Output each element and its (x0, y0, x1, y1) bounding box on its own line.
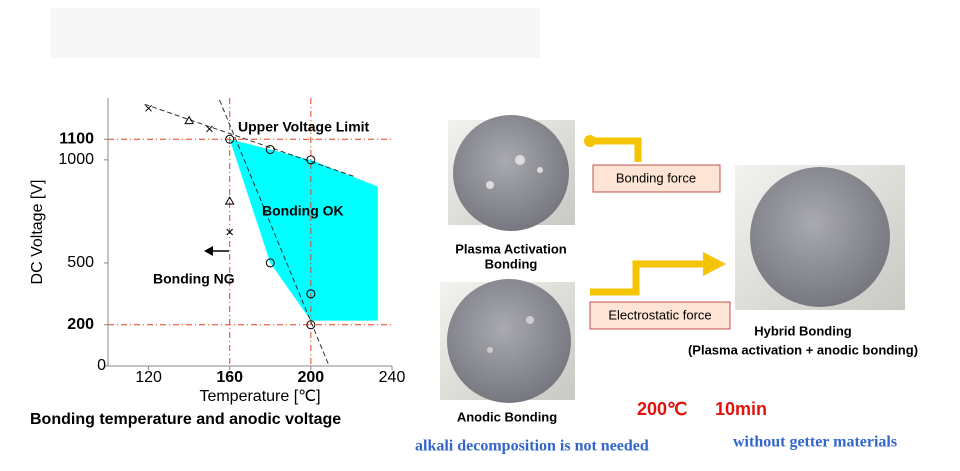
y-tick-label: 0 (97, 357, 106, 374)
point (224, 196, 235, 205)
spot (537, 167, 543, 173)
force-box (589, 301, 731, 330)
note: without getter materials (733, 434, 897, 451)
y-tick-label: 200 (67, 316, 94, 333)
force-label: Bonding force (616, 170, 696, 185)
photo-caption: Hybrid Bonding (754, 323, 852, 338)
point (184, 115, 195, 125)
x-tick-label: 120 (135, 369, 162, 386)
connector (590, 260, 705, 296)
chart-title: Bonding temperature and anodic voltage (30, 411, 341, 428)
spot (486, 181, 494, 189)
condition: 200℃ (637, 399, 687, 419)
point (306, 155, 316, 165)
point (265, 145, 275, 155)
diagram: Bonding force Electrostatic force Plasma… (415, 115, 918, 455)
connector (590, 137, 642, 162)
arrow-head (703, 252, 726, 276)
wafer (750, 167, 890, 307)
condition: 10min (715, 399, 767, 419)
boundary-line (144, 103, 356, 178)
x-axis-label: Temperature [℃] (199, 388, 320, 405)
x-tick-label: 200 (298, 369, 325, 386)
annotation: Bonding NG (153, 271, 235, 287)
point (225, 134, 235, 144)
point (145, 104, 152, 112)
point (206, 125, 213, 133)
point (226, 228, 234, 236)
spot (526, 316, 534, 324)
chart: Bonding temperature and anodic voltage T… (29, 98, 405, 428)
force-box (592, 164, 721, 193)
photo-caption: Plasma Activation (455, 241, 567, 256)
wafer (447, 279, 571, 403)
photo-caption: (Plasma activation + anodic bonding) (688, 342, 918, 357)
photo-caption: Anodic Bonding (457, 409, 557, 424)
y-tick-label: 1100 (59, 130, 94, 147)
x-tick-label: 240 (379, 369, 406, 386)
y-axis-label: DC Voltage [V] (29, 180, 46, 285)
annotation: Upper Voltage Limit (238, 119, 370, 135)
point (306, 289, 316, 299)
note: alkali decomposition is not needed (415, 438, 649, 455)
force-label: Electrostatic force (608, 307, 711, 322)
y-tick-label: 1000 (58, 151, 94, 168)
point (306, 320, 316, 330)
wafer (453, 115, 569, 231)
photo-caption: Bonding (485, 256, 538, 271)
annotation: Bonding OK (262, 203, 344, 219)
spot (487, 347, 493, 353)
y-tick-label: 500 (67, 254, 94, 271)
x-tick-label: 160 (216, 369, 243, 386)
point (265, 258, 275, 268)
spot (515, 155, 525, 165)
annotation-arrowhead (204, 246, 213, 256)
ok-region (229, 139, 378, 321)
blur-bar (50, 8, 540, 58)
